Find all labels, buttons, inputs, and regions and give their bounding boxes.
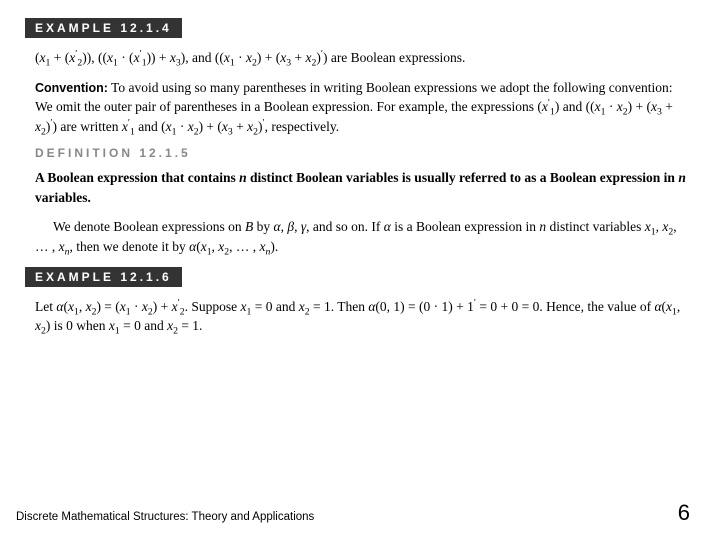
page-number: 6 [678,500,690,526]
denote-paragraph: We denote Boolean expressions on B by α,… [25,217,690,256]
convention-label: Convention: [35,81,108,95]
example-2-paragraph: Let α(x1, x2) = (x1 · x2) + x′2. Suppose… [25,297,690,336]
definition-heading: DEFINITION 12.1.5 [25,146,690,160]
example-badge-2: EXAMPLE 12.1.6 [25,267,182,287]
expression-line-1: (x1 + (x′2)), ((x1 · (x′1)) + x3), and (… [25,48,690,68]
convention-paragraph: Convention: To avoid using so many paren… [25,78,690,137]
footer: Discrete Mathematical Structures: Theory… [16,500,690,526]
footer-title: Discrete Mathematical Structures: Theory… [16,511,314,523]
definition-paragraph: A Boolean expression that contains n dis… [25,168,690,207]
example-badge-1: EXAMPLE 12.1.4 [25,18,182,38]
